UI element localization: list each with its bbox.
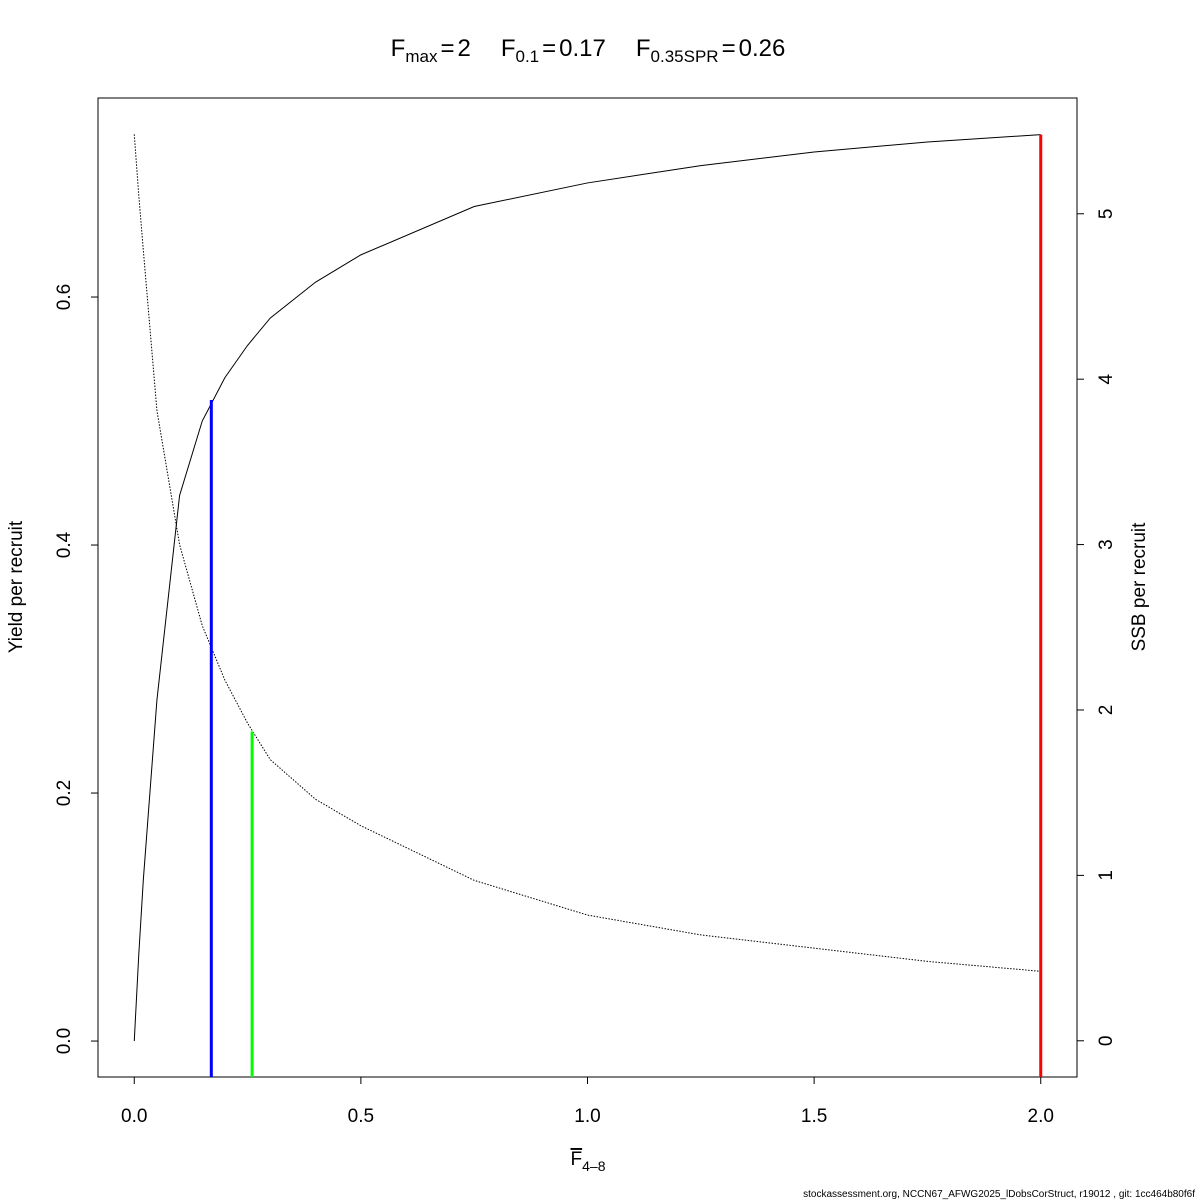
y-tick-label: 0.2 — [54, 780, 75, 806]
series-line — [133, 134, 1041, 1042]
y2-tick-label: 5 — [1096, 208, 1117, 219]
title-symbol: F — [636, 35, 651, 62]
title-value: 0.26 — [739, 35, 786, 62]
title-operator: = — [440, 35, 454, 62]
y2-axis-label: SSB per recruit — [1129, 522, 1150, 652]
y2-tick-label: 1 — [1096, 870, 1117, 881]
x-tick-label: 2.0 — [1028, 1106, 1054, 1127]
y-tick-label: 0.0 — [54, 1028, 75, 1054]
x-tick-label: 0.5 — [348, 1106, 374, 1127]
x-tick-label: 1.0 — [574, 1106, 600, 1127]
y2-tick-label: 0 — [1096, 1035, 1117, 1046]
title-subscript: 0.35SPR — [651, 47, 719, 66]
y-tick-label: 0.6 — [54, 284, 75, 310]
title-value: 0.17 — [559, 35, 606, 62]
title-value: 2 — [457, 35, 470, 62]
title-operator: = — [722, 35, 736, 62]
x-axis-label: F4–8 — [571, 1149, 606, 1174]
y-axis-label: Yield per recruit — [6, 520, 27, 653]
chart-title: Fmax = 2 F0.1 = 0.17 F0.35SPR = 0.26 — [391, 35, 786, 66]
x-label-symbol: F — [571, 1149, 583, 1170]
footer: stockassessment.org, NCCN67_AFWG2025_lDo… — [803, 1189, 1195, 1200]
title-operator: = — [542, 35, 556, 62]
x-tick-label: 1.5 — [801, 1106, 827, 1127]
title-subscript: 0.1 — [516, 47, 540, 66]
y2-tick-label: 2 — [1096, 705, 1117, 716]
series-line — [133, 134, 1041, 972]
y-tick-label: 0.4 — [54, 531, 75, 558]
title-subscript: max — [405, 47, 438, 66]
plot-frame — [97, 97, 1078, 1078]
y2-tick-label: 4 — [1096, 373, 1117, 384]
x-tick-label: 0.0 — [121, 1106, 147, 1127]
title-symbol: F — [501, 35, 516, 62]
title-symbol: F — [391, 35, 406, 62]
y2-tick-label: 3 — [1096, 539, 1117, 550]
x-label-subscript: 4–8 — [582, 1158, 606, 1174]
